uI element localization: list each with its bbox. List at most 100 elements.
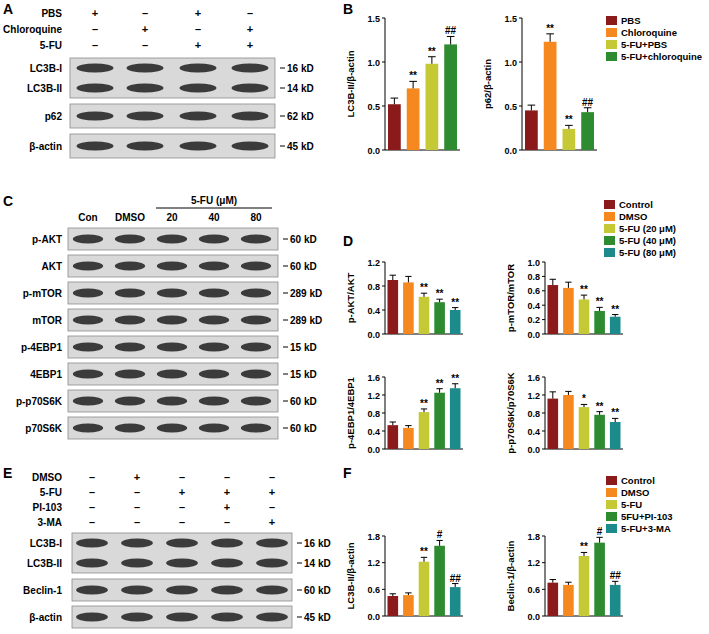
y-tick-label: 0.6: [527, 286, 540, 296]
bar: [450, 388, 461, 449]
significance: **: [451, 297, 459, 308]
size-label: 60 kD: [290, 234, 317, 245]
y-tick: [382, 616, 385, 617]
error-bar: [596, 307, 602, 311]
band: [76, 559, 108, 568]
condition-label: 3-MA: [38, 517, 62, 528]
significance: #: [437, 529, 443, 540]
band: [115, 289, 145, 298]
band-label: p62: [45, 111, 63, 122]
condition-sign: –: [224, 516, 230, 528]
y-axis-label: LC3B-II/β-actin: [345, 50, 356, 117]
y-tick-label: 0.0: [504, 146, 517, 156]
error-bar: [565, 582, 571, 585]
size-label: 60 kD: [290, 396, 317, 407]
bar: [426, 64, 439, 150]
condition-sign: –: [247, 7, 253, 19]
bars: [387, 275, 460, 334]
y-tick-label: 0.4: [367, 306, 380, 316]
error-bar: [546, 34, 554, 42]
band: [199, 316, 229, 325]
y-tick-label: 1.6: [367, 373, 380, 383]
size-tick: [283, 266, 288, 267]
size-label: 289 kD: [290, 288, 322, 299]
condition-sign: +: [195, 39, 201, 51]
bar: [594, 311, 605, 334]
significance: **: [428, 46, 436, 57]
y-tick-label: 0.8: [367, 409, 380, 419]
legend-label: 5FU+PI-103: [621, 511, 673, 522]
band: [241, 370, 271, 379]
condition-sign: +: [134, 471, 140, 483]
band: [77, 142, 114, 151]
blot-box: [70, 134, 275, 158]
y-tick: [382, 334, 385, 335]
band: [77, 112, 114, 121]
y-tick: [542, 395, 545, 396]
significance: **: [436, 288, 444, 299]
y-tick: [519, 18, 522, 19]
legend-swatch: [604, 224, 615, 233]
significance: *: [582, 393, 586, 404]
y-tick: [382, 262, 385, 263]
significance: #: [597, 526, 603, 537]
band: [127, 142, 164, 151]
band-label: 4EBP1: [30, 369, 62, 380]
significance: **: [596, 401, 604, 412]
band: [73, 370, 103, 379]
y-tick-label: 0.4: [527, 427, 540, 437]
band: [166, 586, 198, 595]
error-bar: [421, 557, 427, 561]
panel-label: F: [343, 465, 352, 481]
y-tick-label: 0.4: [367, 427, 380, 437]
legend-label: Chloroquine: [621, 27, 677, 38]
band: [166, 539, 198, 548]
error-bar: [612, 418, 618, 422]
y-tick: [519, 150, 522, 151]
bars: [525, 34, 594, 150]
size-tick: [280, 146, 285, 147]
condition-label: DMSO: [32, 472, 62, 483]
bar: [407, 88, 420, 150]
significance: **: [420, 546, 428, 557]
band: [232, 64, 269, 73]
band: [199, 343, 229, 352]
band: [115, 397, 145, 406]
band: [115, 262, 145, 271]
error-bar: [390, 275, 396, 280]
band: [199, 289, 229, 298]
legend-swatch: [604, 212, 615, 221]
error-bar: [550, 392, 556, 399]
band: [211, 586, 243, 595]
chart: 0.00.40.81.21.6p-4EBP1/4EBP1******: [345, 373, 463, 455]
condition-sign: +: [92, 7, 98, 19]
band: [121, 613, 153, 622]
y-tick: [542, 562, 545, 563]
significance: **: [580, 284, 588, 295]
band: [199, 424, 229, 433]
chart: 0.00.40.81.2p-AKT/AKT******: [345, 258, 463, 340]
condition-sign: +: [142, 23, 148, 35]
error-bar: [612, 315, 618, 317]
chart: 0.00.61.21.8LC3B-II/β-actin**###: [345, 529, 463, 621]
band: [73, 397, 103, 406]
band: [241, 235, 271, 244]
chart: 0.00.51.01.5LC3B-II/β-actin****##: [345, 14, 460, 156]
error-bar: [447, 36, 455, 44]
band: [180, 112, 217, 121]
significance: **: [596, 296, 604, 307]
bar: [563, 288, 574, 334]
band: [241, 424, 271, 433]
error-bar: [452, 584, 458, 588]
significance: **: [611, 304, 619, 315]
band-label: p70S6K: [25, 423, 62, 434]
band: [76, 586, 108, 595]
condition-sign: +: [269, 516, 275, 528]
bar: [544, 42, 557, 150]
y-tick: [542, 305, 545, 306]
bar: [594, 415, 605, 449]
y-tick-label: 0.0: [367, 330, 380, 340]
bars: [547, 279, 620, 334]
size-label: 16 kD: [304, 538, 331, 549]
y-tick: [382, 286, 385, 287]
